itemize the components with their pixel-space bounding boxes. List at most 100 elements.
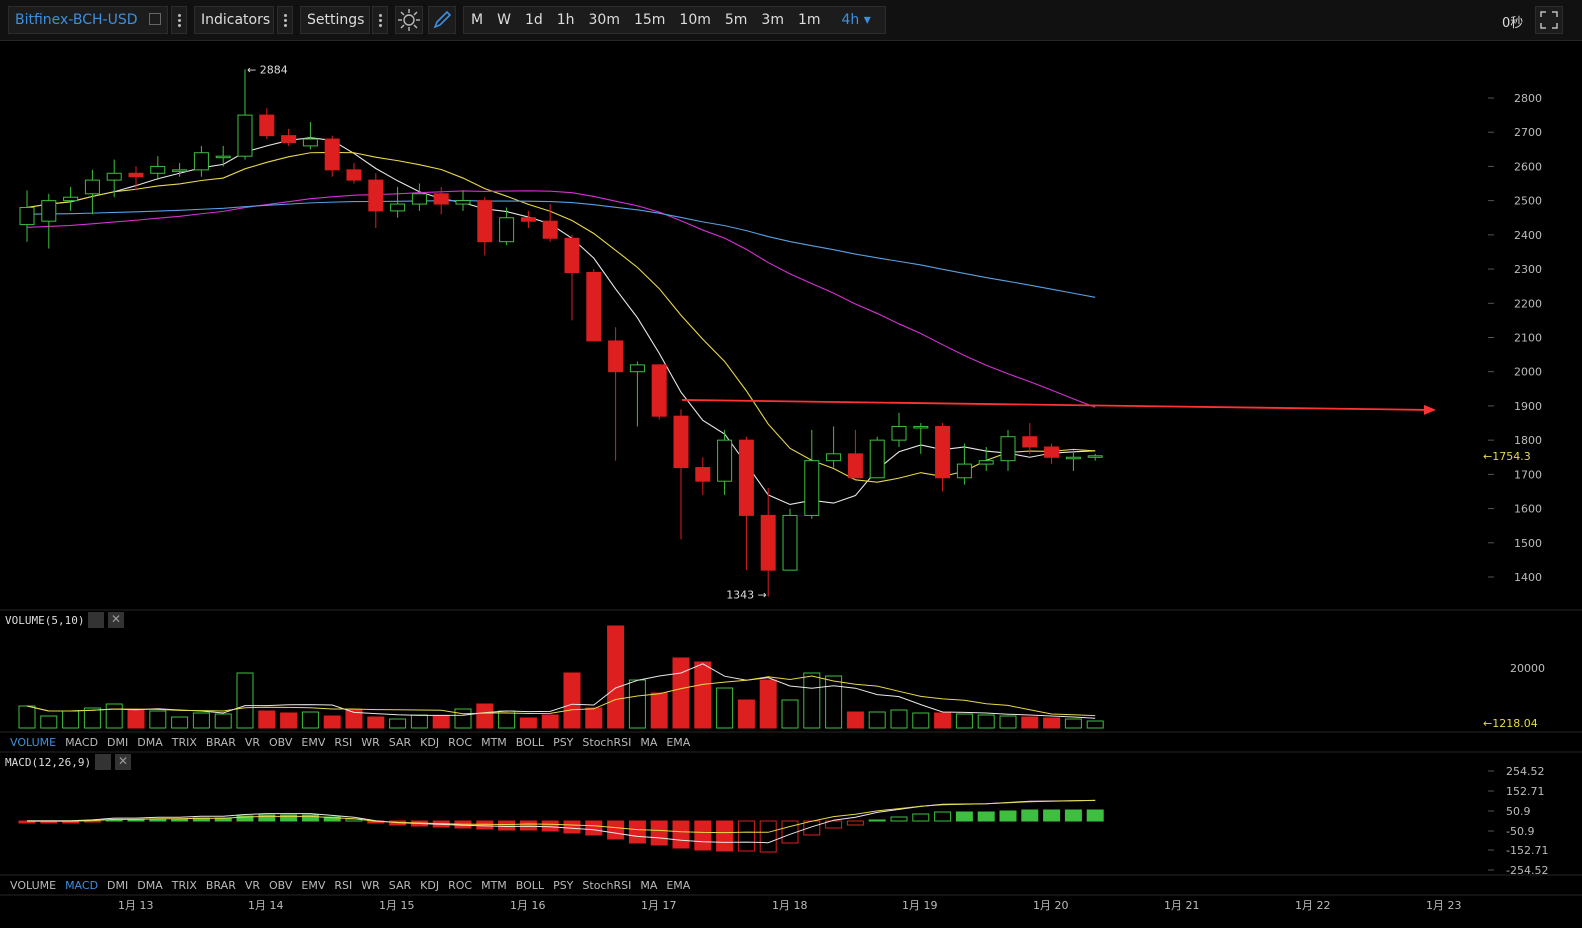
macd-histogram-bar — [846, 820, 864, 826]
indicator-tab-trix[interactable]: TRIX — [171, 879, 197, 892]
indicator-tab-brar[interactable]: BRAR — [205, 879, 236, 892]
timeframe-1h[interactable]: 1h — [556, 12, 575, 28]
indicator-tab-sar[interactable]: SAR — [388, 736, 412, 749]
volume-bar — [999, 715, 1017, 729]
timeframe-1d[interactable]: 1d — [524, 12, 543, 28]
timeframe-5m[interactable]: 5m — [724, 12, 748, 28]
candle-body — [172, 169, 188, 172]
fullscreen-icon[interactable] — [1535, 6, 1563, 34]
macd-histogram-bar — [498, 820, 516, 831]
indicator-tab-dma[interactable]: DMA — [137, 879, 163, 892]
macd-histogram-bar — [934, 811, 952, 822]
indicator-tab-psy[interactable]: PSY — [553, 736, 574, 749]
indicator-tab-vr[interactable]: VR — [244, 879, 261, 892]
external-link-icon[interactable] — [149, 13, 161, 25]
volume-bar — [890, 709, 908, 729]
indicator-tab-roc[interactable]: ROC — [448, 736, 473, 749]
indicator-tab-volume[interactable]: VOLUME — [10, 879, 57, 892]
indicator-tab-sar[interactable]: SAR — [388, 879, 412, 892]
indicator-tab-dma[interactable]: DMA — [137, 736, 163, 749]
ma-line-blue — [26, 200, 1096, 298]
candle-body — [128, 172, 144, 178]
timeframe-M[interactable]: M — [471, 12, 484, 28]
timeframe-15m[interactable]: 15m — [633, 12, 666, 28]
indicator-tab-wr[interactable]: WR — [361, 736, 380, 749]
symbol-selector[interactable]: Bitfinex-BCH-USD — [8, 6, 168, 34]
indicator-tab-macd[interactable]: MACD — [65, 736, 99, 749]
candle-body — [695, 467, 711, 482]
indicators-menu-dots-icon[interactable] — [277, 6, 293, 34]
timeframe-active-dropdown[interactable]: 4h ▾ — [841, 12, 871, 28]
volume-bar — [977, 714, 995, 729]
theme-brightness-icon[interactable] — [395, 6, 423, 34]
macd-settings-gear-icon[interactable] — [95, 754, 111, 770]
indicator-tab-stochrsi[interactable]: StochRSI — [582, 736, 632, 749]
indicator-tab-ema[interactable]: EMA — [666, 736, 691, 749]
volume-bar — [105, 703, 123, 729]
indicator-tab-ma[interactable]: MA — [640, 736, 658, 749]
indicator-tab-volume[interactable]: VOLUME — [10, 736, 57, 749]
macd-histogram-bar — [977, 811, 995, 822]
indicator-tab-brar[interactable]: BRAR — [205, 736, 236, 749]
candle-body — [324, 138, 340, 171]
timeframe-group: M W 1d 1h 30m 15m 10m 5m 3m 1m 4h ▾ — [463, 6, 886, 34]
indicator-tab-boll[interactable]: BOLL — [515, 879, 545, 892]
low-price-label: 1343 → — [726, 589, 767, 602]
indicator-tab-kdj[interactable]: KDJ — [420, 879, 440, 892]
timeframe-30m[interactable]: 30m — [588, 12, 620, 28]
timeframe-W[interactable]: W — [497, 12, 511, 28]
indicator-tab-roc[interactable]: ROC — [448, 879, 473, 892]
indicator-tab-rsi[interactable]: RSI — [334, 879, 353, 892]
indicator-tab-dmi[interactable]: DMI — [107, 879, 129, 892]
volume-bar — [192, 712, 210, 729]
volume-close-icon[interactable]: ✕ — [108, 612, 124, 628]
volume-bar — [607, 625, 625, 729]
indicator-tab-rsi[interactable]: RSI — [334, 736, 353, 749]
price-chart[interactable]: ← 2884 1343 → 2800 2700 2600 2500 2400 2300 220… — [0, 40, 1582, 928]
candle-body — [455, 200, 471, 205]
macd-histogram-bar — [323, 816, 341, 822]
indicator-tab-vr[interactable]: VR — [244, 736, 261, 749]
settings-menu-dots-icon[interactable] — [372, 6, 388, 34]
indicator-tab-ema[interactable]: EMA — [666, 879, 691, 892]
candle-body — [41, 200, 57, 222]
candle-body — [913, 425, 929, 429]
indicator-tab-obv[interactable]: OBV — [269, 736, 293, 749]
indicator-tab-psy[interactable]: PSY — [553, 879, 574, 892]
macd-close-icon[interactable]: ✕ — [115, 754, 131, 770]
candle-body — [215, 155, 231, 159]
candle-body — [782, 514, 798, 571]
indicator-tab-macd[interactable]: MACD — [65, 879, 99, 892]
price-axis-label: 2600 — [1514, 160, 1542, 173]
indicator-tab-boll[interactable]: BOLL — [515, 736, 545, 749]
timeframe-3m[interactable]: 3m — [761, 12, 784, 28]
indicator-tab-mtm[interactable]: MTM — [481, 879, 507, 892]
indicator-tab-wr[interactable]: WR — [361, 879, 380, 892]
indicator-tab-emv[interactable]: EMV — [301, 736, 326, 749]
indicator-tab-emv[interactable]: EMV — [301, 879, 326, 892]
candle-body — [891, 425, 907, 441]
indicator-tab-mtm[interactable]: MTM — [481, 736, 507, 749]
candle-body — [520, 217, 536, 222]
timeframe-1m[interactable]: 1m — [797, 12, 821, 28]
indicator-tab-stochrsi[interactable]: StochRSI — [582, 879, 632, 892]
symbol-menu-dots-icon[interactable] — [171, 6, 187, 34]
candle-body — [368, 179, 384, 212]
volume-bar — [236, 672, 254, 729]
timeframe-10m[interactable]: 10m — [679, 12, 711, 28]
macd-histogram-bar — [912, 813, 930, 822]
indicator-tab-dmi[interactable]: DMI — [107, 736, 129, 749]
volume-settings-gear-icon[interactable] — [88, 612, 104, 628]
price-axis-label: 1600 — [1514, 503, 1542, 516]
indicator-tab-trix[interactable]: TRIX — [171, 736, 197, 749]
indicator-tab-obv[interactable]: OBV — [269, 879, 293, 892]
indicator-tab-kdj[interactable]: KDJ — [420, 736, 440, 749]
volume-current-label: ←1218.04 — [1483, 717, 1538, 730]
date-axis-label: 1月 14 — [248, 899, 284, 912]
settings-button[interactable]: Settings — [300, 6, 370, 34]
indicator-tab-ma[interactable]: MA — [640, 879, 658, 892]
draw-pencil-icon[interactable] — [428, 6, 456, 34]
candle-body — [586, 271, 602, 342]
indicators-button[interactable]: Indicators — [194, 6, 274, 34]
candle-body — [390, 203, 406, 212]
